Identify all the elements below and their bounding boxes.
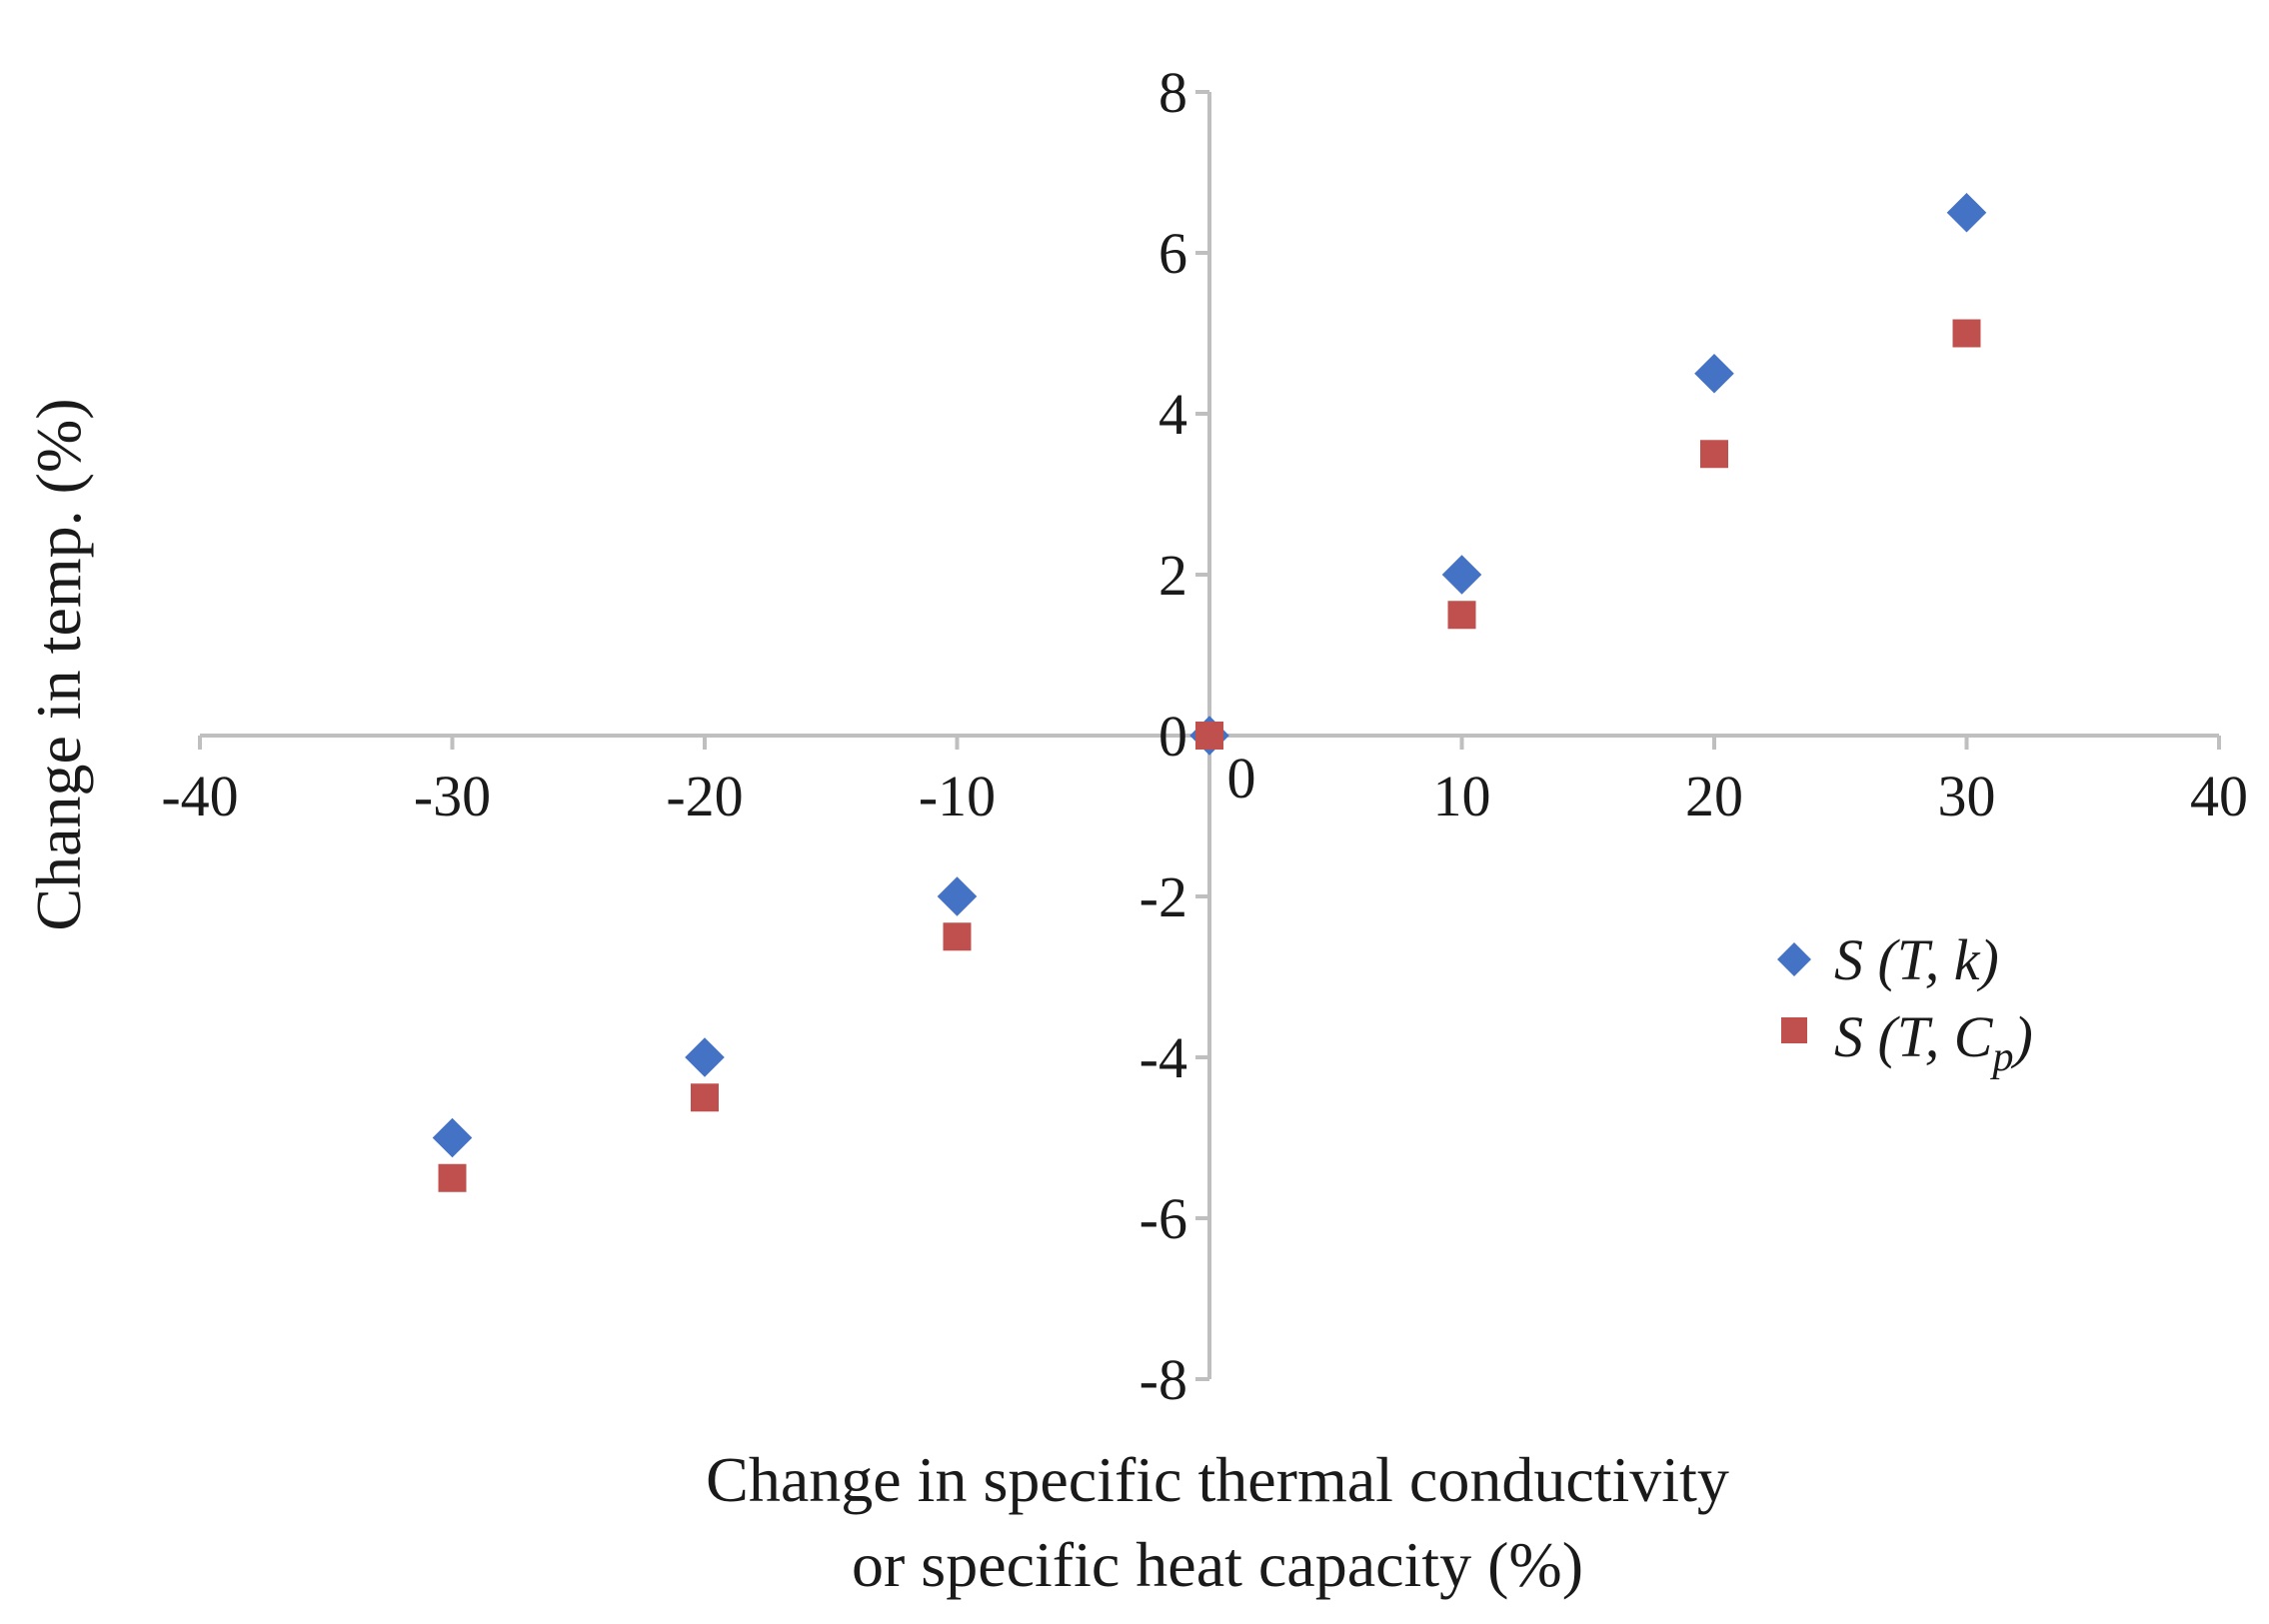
x-tick-label: -40 (161, 764, 238, 828)
x-axis-title-line-1: Change in specific thermal conductivity (706, 1444, 1729, 1515)
data-point-square (943, 922, 972, 951)
legend-item-s-t-cp: S (T, Cp) (1781, 1004, 2033, 1080)
y-tick-label: -6 (1139, 1186, 1187, 1251)
data-point-diamond (432, 1117, 473, 1158)
data-point-square (691, 1083, 719, 1112)
x-tick-label: -10 (919, 764, 996, 828)
y-tick-label: 6 (1158, 221, 1187, 286)
legend-item-s-t-k: S (T, k) (1777, 927, 1999, 992)
x-tick-label: -30 (414, 764, 491, 828)
y-tick-label: 0 (1158, 704, 1187, 769)
data-point-square (1447, 601, 1476, 630)
data-point-diamond (937, 876, 978, 916)
data-point-square (1700, 440, 1728, 469)
data-point-square (1952, 319, 1981, 348)
x-axis-ticks: -40 -30 -20 -10 0 10 20 30 40 (161, 736, 2248, 828)
series-tcp (438, 319, 1981, 1192)
legend-marker-diamond (1777, 942, 1811, 976)
y-axis-title: Change in temp. (%) (23, 398, 94, 930)
legend-label-s-t-k: S (T, k) (1834, 927, 1999, 992)
data-point-diamond (1946, 192, 1987, 233)
x-tick-label: 0 (1227, 746, 1256, 811)
data-point-diamond (1694, 353, 1734, 394)
x-tick-label: 30 (1938, 764, 1996, 828)
data-point-square (438, 1163, 467, 1192)
y-tick-label: 2 (1158, 543, 1187, 608)
data-point-diamond (1441, 555, 1482, 595)
x-tick-label: 20 (1685, 764, 1743, 828)
legend-marker-square (1781, 1017, 1807, 1043)
y-tick-label: -8 (1139, 1347, 1187, 1412)
x-tick-label: 40 (2190, 764, 2248, 828)
y-tick-label: -2 (1139, 864, 1187, 929)
data-point-diamond (685, 1037, 725, 1077)
legend-label-s-t-cp: S (T, Cp) (1834, 1004, 2033, 1080)
x-tick-label: -20 (666, 764, 743, 828)
y-tick-label: 8 (1158, 60, 1187, 125)
y-tick-label: 4 (1158, 382, 1187, 447)
x-tick-label: 10 (1433, 764, 1491, 828)
y-axis-ticks: -8 -6 -4 -2 0 2 4 6 8 (1139, 60, 1209, 1412)
x-axis-title-line-2: or specific heat capacity (%) (852, 1529, 1583, 1600)
data-point-square (1195, 722, 1223, 750)
y-tick-label: -4 (1139, 1025, 1187, 1090)
legend: S (T, k) S (T, Cp) (1777, 927, 2033, 1080)
